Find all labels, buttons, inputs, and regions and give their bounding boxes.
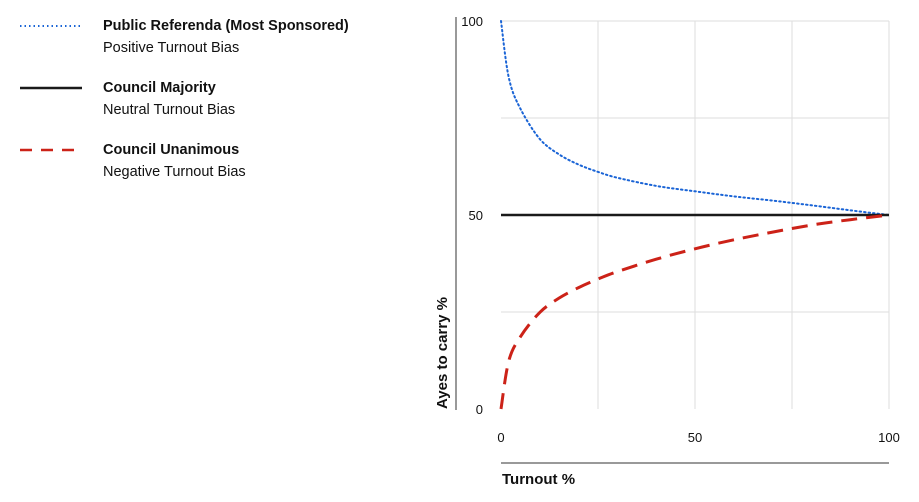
legend-series-description: Positive Turnout Bias [103, 40, 240, 56]
y-tick-label: 100 [461, 14, 483, 29]
series-line-public-referenda-most-sponsored [500, 20, 890, 216]
legend-series-description: Neutral Turnout Bias [103, 102, 236, 118]
legend-series-name: Council Majority [103, 80, 216, 96]
legend-series-name: Council Unanimous [103, 142, 240, 158]
y-tick-label: 50 [469, 208, 483, 223]
legend-series-description: Negative Turnout Bias [103, 164, 246, 180]
y-tick-label: 0 [476, 402, 483, 417]
x-tick-label: 0 [497, 430, 504, 445]
legend-swatch [20, 148, 82, 152]
series-line-council-unanimous [499, 213, 890, 410]
x-tick-label: 100 [878, 430, 900, 445]
legend-swatch [20, 86, 82, 90]
x-axis-title: Turnout % [502, 471, 575, 488]
legend-series-name: Public Referenda (Most Sponsored) [103, 18, 349, 34]
legend-item: Public Referenda (Most Sponsored) Positiv… [18, 16, 418, 78]
y-axis-title: Ayes to carry % [434, 297, 451, 409]
legend-item: Council Majority Neutral Turnout Bias [18, 78, 418, 140]
legend-item: Council Unanimous Negative Turnout Bias [18, 140, 418, 202]
legend: Public Referenda (Most Sponsored) Positiv… [18, 16, 418, 202]
x-tick-label: 50 [688, 430, 702, 445]
legend-swatch [20, 25, 82, 27]
